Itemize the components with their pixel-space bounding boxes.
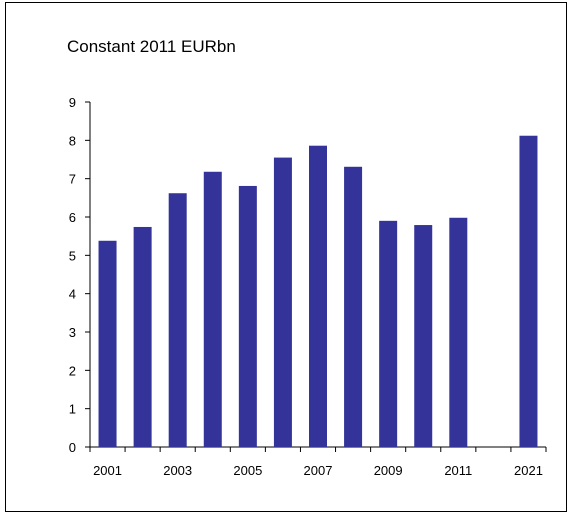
bars (98, 135, 538, 448)
bar-2011 (449, 217, 468, 447)
bar-2005 (238, 185, 257, 447)
bar-2006 (273, 157, 292, 448)
x-tick-label: 2007 (304, 463, 333, 478)
y-tick-label: 7 (69, 172, 76, 187)
y-tick-label: 5 (69, 248, 76, 263)
bar-2009 (379, 220, 398, 447)
chart-title: Constant 2011 EURbn (67, 37, 236, 56)
bar-2004 (203, 171, 222, 447)
y-tick-label: 8 (69, 133, 76, 148)
y-tick-label: 9 (69, 95, 76, 110)
bar-2021 (519, 135, 538, 447)
bar-2010 (414, 225, 433, 447)
y-tick-label: 6 (69, 210, 76, 225)
x-tick-label: 2003 (163, 463, 192, 478)
bar-2007 (309, 145, 327, 447)
bar-2001 (98, 240, 117, 447)
y-axis: 0 1 2 3 4 5 6 7 8 9 (69, 95, 91, 455)
bar-2003 (168, 193, 187, 447)
y-tick-label: 0 (69, 440, 76, 455)
x-tick-label: 2009 (374, 463, 403, 478)
x-axis: 2001 2003 2005 2007 2009 2011 2021 (89, 446, 547, 478)
bar-2002 (133, 226, 152, 447)
y-tick-label: 4 (69, 287, 76, 302)
x-tick-label: 2021 (514, 463, 543, 478)
y-tick-label: 1 (69, 402, 76, 417)
y-tick-label: 2 (69, 363, 76, 378)
x-tick-label: 2001 (93, 463, 122, 478)
x-tick-label: 2005 (233, 463, 262, 478)
y-tick-label: 3 (69, 325, 76, 340)
bar-2008 (344, 166, 363, 448)
x-tick-label: 2011 (444, 463, 472, 478)
